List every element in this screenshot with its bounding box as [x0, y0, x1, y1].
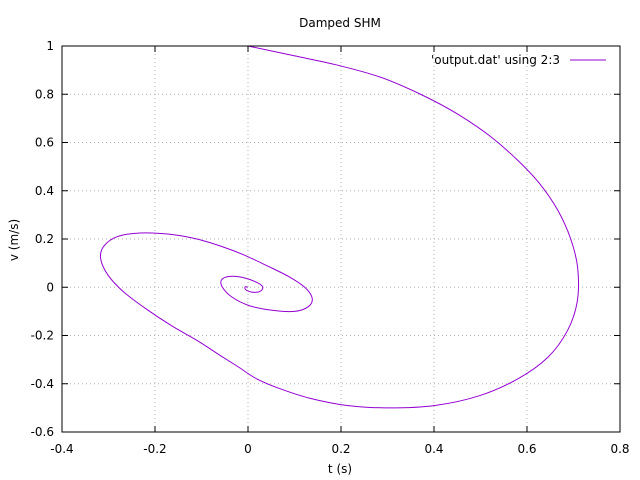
y-tick-label-y-0: 0 [46, 280, 54, 294]
chart-title: Damped SHM [299, 16, 381, 30]
y-tick-label-y-neg0p2: -0.2 [31, 329, 54, 343]
series-layer [99, 45, 579, 409]
legend-label: 'output.dat' using 2:3 [431, 53, 560, 67]
y-tick-label-y-0p4: 0.4 [35, 184, 54, 198]
x-tick-label-x-0p6: 0.6 [517, 442, 536, 456]
y-axis-label: v (m/s) [7, 219, 21, 261]
x-tick-label-x-0p4: 0.4 [424, 442, 443, 456]
series-line-0 [99, 45, 579, 409]
x-tick-label-x-neg0p2: -0.2 [143, 442, 166, 456]
y-tick-label-y-neg0p4: -0.4 [31, 377, 54, 391]
legend: 'output.dat' using 2:3 [431, 53, 606, 67]
y-tick-label-y-0p6: 0.6 [35, 136, 54, 150]
tick-labels: -0.4 -0.2 0 0.2 0.4 0.6 0.8 -0.6 -0.4 -0.2 0 0.2 0.4… [31, 39, 630, 456]
y-tick-label-y-0p8: 0.8 [35, 87, 54, 101]
y-tick-label-y-0p2: 0.2 [35, 232, 54, 246]
x-tick-label-x-0: 0 [244, 442, 252, 456]
y-tick-label-y-neg0p6: -0.6 [31, 425, 54, 439]
grid-lines [61, 45, 621, 433]
x-tick-label-x-0p8: 0.8 [610, 442, 629, 456]
x-axis-label: t (s) [328, 462, 352, 476]
axis-ticks [61, 45, 621, 433]
x-tick-label-x-neg0p4: -0.4 [50, 442, 73, 456]
y-tick-label-y-1: 1 [46, 39, 54, 53]
x-tick-label-x-0p2: 0.2 [331, 442, 350, 456]
